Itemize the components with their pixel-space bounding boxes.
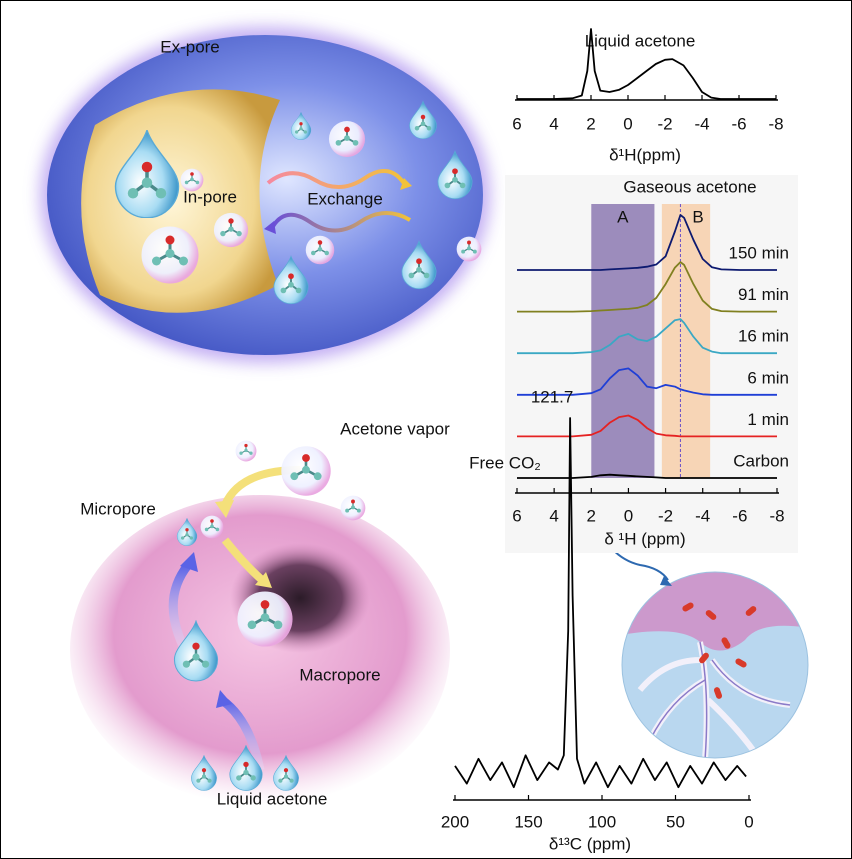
label: Ex-pore bbox=[160, 37, 220, 56]
x-tick-label: 150 bbox=[514, 812, 542, 831]
bubble bbox=[341, 496, 366, 521]
x-tick-label: -2 bbox=[658, 506, 673, 525]
co2-pore-illustration bbox=[620, 570, 810, 760]
series-label: 16 min bbox=[738, 327, 789, 346]
bubble bbox=[457, 237, 482, 262]
series-label: Carbon bbox=[733, 451, 789, 470]
pore-diagram: Ex-pore In-pore Exchange bbox=[40, 27, 490, 363]
chart-title: Liquid acetone bbox=[585, 31, 696, 50]
series-label: 91 min bbox=[738, 285, 789, 304]
bubble bbox=[306, 236, 335, 265]
x-tick-label: 0 bbox=[744, 812, 753, 831]
label: Acetone vapor bbox=[340, 419, 450, 438]
x-tick-label: 6 bbox=[512, 506, 521, 525]
x-tick-label: 100 bbox=[588, 812, 616, 831]
x-tick-label: -6 bbox=[731, 114, 746, 133]
bubble bbox=[201, 516, 224, 539]
label: Exchange bbox=[307, 189, 383, 208]
x-tick-label: 4 bbox=[549, 506, 558, 525]
region-label: A bbox=[617, 207, 629, 226]
x-tick-label: 2 bbox=[586, 114, 595, 133]
series-label: 150 min bbox=[729, 243, 789, 262]
region-label: B bbox=[692, 207, 703, 226]
x-tick-label: 50 bbox=[666, 812, 685, 831]
x-tick-label: 4 bbox=[549, 114, 558, 133]
x-tick-label: 200 bbox=[441, 812, 469, 831]
x-tick-label: -4 bbox=[694, 114, 709, 133]
x-axis-label: δ¹H(ppm) bbox=[609, 145, 681, 164]
bubble bbox=[329, 121, 365, 157]
figure: Ex-pore In-pore Exchange Acetone vapor M… bbox=[0, 0, 852, 859]
label: Micropore bbox=[80, 499, 156, 518]
series-label: 6 min bbox=[747, 368, 789, 387]
label: Macropore bbox=[299, 665, 380, 684]
x-tick-label: -2 bbox=[657, 114, 672, 133]
x-tick-label: -4 bbox=[695, 506, 710, 525]
x-tick-label: -8 bbox=[769, 506, 784, 525]
bubble bbox=[142, 227, 199, 284]
bubble bbox=[281, 446, 330, 495]
bubble bbox=[237, 591, 292, 646]
x-axis-label: δ ¹H (ppm) bbox=[604, 529, 685, 548]
x-tick-label: 6 bbox=[512, 114, 521, 133]
x-tick-label: 0 bbox=[623, 114, 632, 133]
peak-label: 121.7 bbox=[531, 387, 574, 406]
acetone-diagram: Acetone vapor Micropore Macropore Liquid… bbox=[70, 419, 450, 808]
x-tick-label: 0 bbox=[624, 506, 633, 525]
bubble bbox=[214, 213, 248, 247]
label: Liquid acetone bbox=[217, 789, 328, 808]
chart-title: Gaseous acetone bbox=[623, 177, 756, 196]
x-tick-label: -8 bbox=[768, 114, 783, 133]
series-label: 1 min bbox=[747, 410, 789, 429]
x-axis-label: δ¹³C (ppm) bbox=[549, 834, 631, 853]
annotation: Free CO₂ bbox=[469, 453, 541, 472]
label: In-pore bbox=[183, 187, 237, 206]
x-tick-label: -6 bbox=[732, 506, 747, 525]
bubble bbox=[236, 441, 257, 462]
x-tick-label: 2 bbox=[587, 506, 596, 525]
